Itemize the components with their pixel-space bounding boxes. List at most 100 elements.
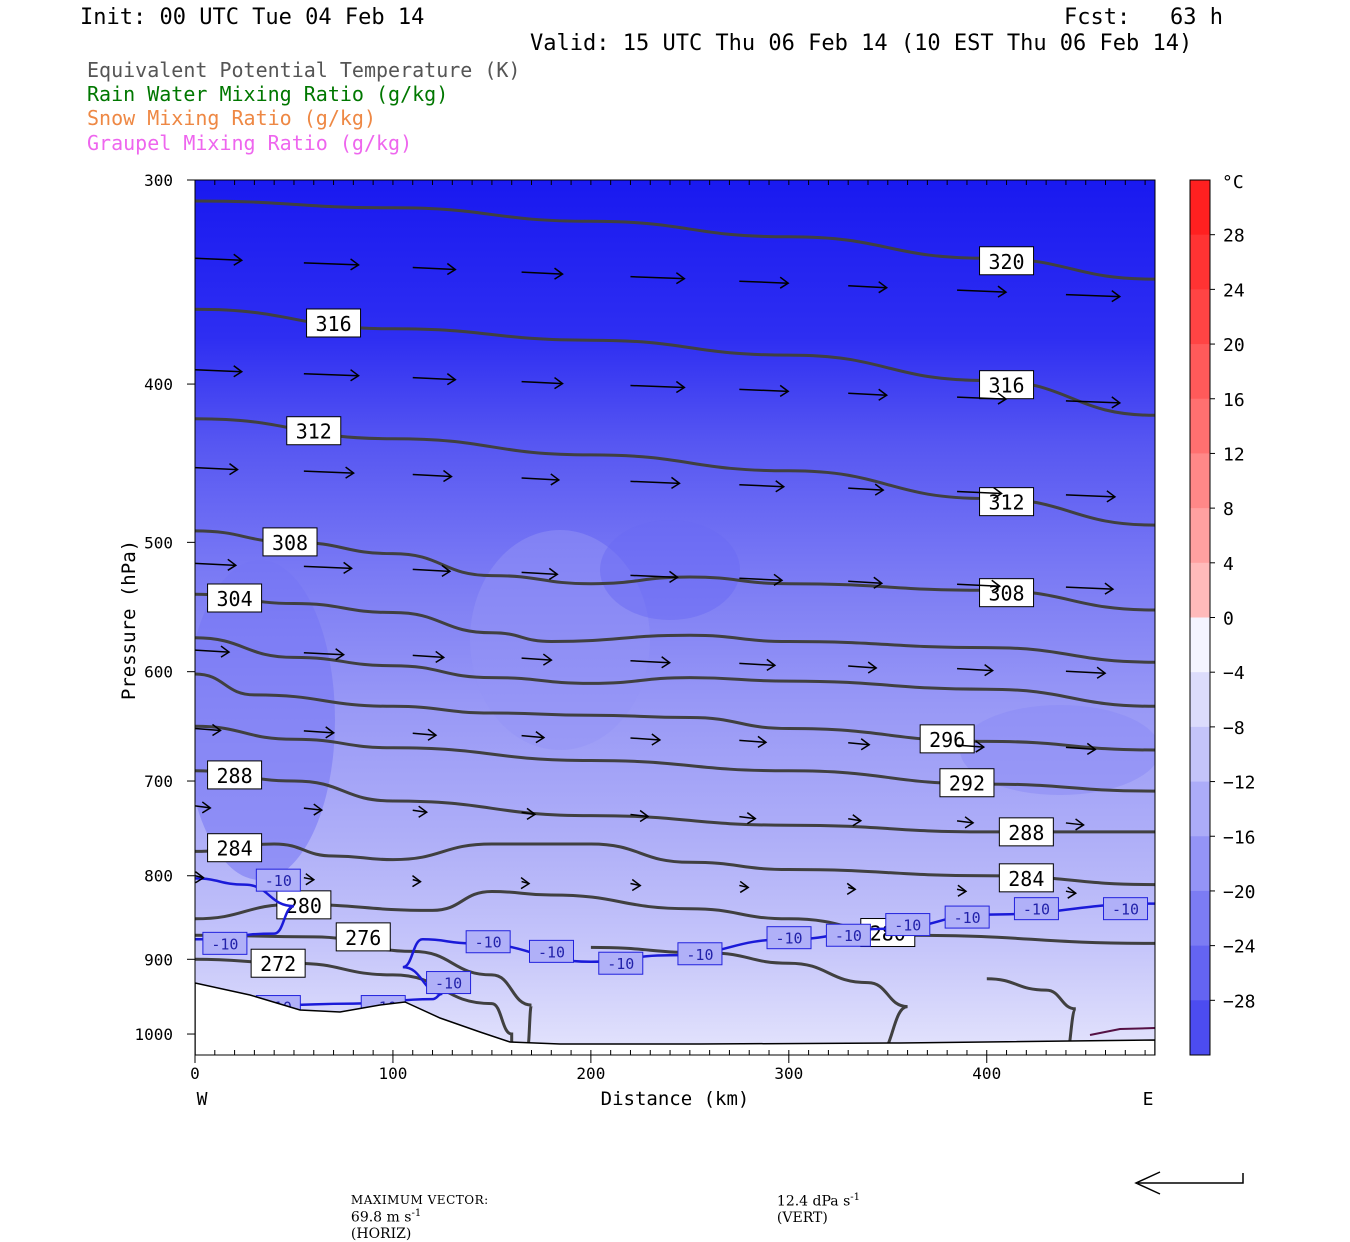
- colorbar-tick-label: 16: [1223, 390, 1245, 411]
- wind-vector: [739, 577, 783, 582]
- wind-vector-head: [227, 558, 238, 571]
- contour-label-box: [207, 833, 263, 863]
- vert-vector-value: 12.4 dPa s: [776, 1193, 851, 1210]
- wind-vector-head: [1106, 490, 1117, 503]
- temperature-label: -10: [686, 946, 713, 964]
- wind-vector-head: [446, 262, 457, 276]
- cold-pocket-2: [600, 520, 740, 620]
- wind-vector-head: [335, 648, 345, 661]
- x-tick-label: 200: [576, 1064, 605, 1083]
- colorbar-tick-label: 28: [1223, 226, 1245, 247]
- contour-label: 304: [217, 587, 253, 611]
- wind-vector-head: [212, 723, 222, 737]
- wind-vector: [848, 284, 887, 289]
- wind-vector: [195, 805, 211, 809]
- wind-vector: [630, 384, 685, 389]
- theta-e-contours: 3203163163123123083083042962922882882842…: [195, 199, 1155, 1055]
- wind-vector: [195, 649, 230, 653]
- temperature-label: -10: [894, 917, 921, 935]
- wind-vector-head: [233, 365, 244, 378]
- wind-vector-head: [520, 876, 531, 890]
- wind-vector: [957, 667, 993, 672]
- wind-vector: [1065, 670, 1106, 674]
- wind-vector-head: [412, 875, 422, 888]
- wind-vector-head: [984, 664, 994, 677]
- wind-vector: [412, 266, 456, 271]
- wind-vector: [957, 289, 1007, 293]
- theta-e-contour: [986, 977, 1078, 1055]
- wind-vector-head: [878, 281, 889, 294]
- colorbar-tick-label: 4: [1223, 554, 1234, 575]
- wind-vector: [303, 262, 359, 266]
- theta-e-contour: [195, 592, 1155, 664]
- wind-vector: [521, 657, 552, 661]
- wind-vector-head: [964, 816, 975, 829]
- temperature-label-box: [426, 971, 472, 995]
- wind-vector: [521, 811, 536, 816]
- wind-vector-head: [873, 576, 884, 589]
- x-axis-title: Distance (km): [601, 1088, 750, 1110]
- wind-vector-head: [313, 803, 324, 816]
- wind-vector-head: [325, 726, 336, 739]
- wind-vector-head: [1104, 582, 1115, 595]
- wind-vector: [1065, 293, 1120, 298]
- contour-label: 316: [315, 312, 351, 336]
- wind-vector: [412, 568, 450, 573]
- wind-vector-head: [860, 738, 871, 751]
- wind-vector: [303, 807, 322, 811]
- temperature-label: -10: [475, 934, 502, 952]
- temperature-label-box: [598, 951, 644, 975]
- contour-label-box: [998, 817, 1054, 847]
- temperature-contours: -10-10-10-10-10-10-10-10-10-10-10-10-10-…: [195, 868, 1155, 1019]
- theta-e-contour: [195, 933, 533, 1050]
- colorbar-unit: °C: [1222, 172, 1244, 193]
- contour-label-box: [998, 863, 1054, 893]
- colorbar-tick-label: −28: [1223, 991, 1256, 1012]
- contour-label: 288: [1008, 821, 1044, 845]
- wind-vector-head: [350, 369, 360, 382]
- temperature-label-box: [255, 868, 301, 892]
- wind-vector: [848, 392, 887, 396]
- contour-label: 284: [1008, 867, 1044, 891]
- temperature-label-box: [885, 913, 931, 937]
- horiz-vector-value: 69.8 m s: [350, 1209, 412, 1226]
- contour-label-box: [207, 583, 263, 613]
- colorbar-swatch: [1190, 945, 1210, 1001]
- wind-vector-head: [201, 801, 212, 814]
- wind-vector: [739, 662, 775, 667]
- legend-theta-e: Equivalent Potential Temperature (K): [87, 58, 521, 82]
- wind-vector: [195, 368, 242, 373]
- colorbar-tick-label: −24: [1223, 937, 1256, 958]
- contour-label: 320: [988, 250, 1024, 274]
- x-axis: 0 100 200 300 400: [190, 180, 1146, 1083]
- wind-vector: [521, 477, 559, 481]
- contour-label-box: [207, 760, 263, 790]
- colorbar-tick-label: 20: [1223, 335, 1245, 356]
- wind-vector: [956, 820, 974, 824]
- wind-vector: [957, 396, 1007, 400]
- contour-label-box: [262, 527, 318, 557]
- y-axis-title: Pressure (hPa): [118, 540, 140, 700]
- colorbar-tick-label: −8: [1223, 718, 1245, 739]
- contour-label: 312: [296, 420, 332, 444]
- wind-vector-head: [671, 476, 681, 489]
- wind-vector-head: [305, 873, 316, 886]
- wind-vector: [195, 727, 221, 732]
- wind-vector-head: [874, 483, 885, 496]
- temperature-label-box: [1103, 897, 1149, 921]
- wind-vector-head: [997, 285, 1008, 298]
- wind-vector-head: [554, 376, 564, 390]
- wind-vector: [630, 659, 670, 664]
- colorbar-swatch: [1190, 234, 1210, 290]
- wind-vector: [521, 380, 563, 385]
- x-tick-label: 0: [190, 1064, 200, 1083]
- contour-label-box: [335, 922, 391, 952]
- wind-vector: [521, 571, 558, 576]
- theta-e-contour: [590, 945, 909, 1055]
- temperature-label: -10: [835, 927, 862, 945]
- colorbar-tick-label: −16: [1223, 827, 1256, 848]
- theta-e-contour: [195, 769, 1155, 834]
- wind-vector: [303, 372, 359, 377]
- temperature-label-box: [528, 939, 574, 963]
- wind-vector: [195, 257, 242, 262]
